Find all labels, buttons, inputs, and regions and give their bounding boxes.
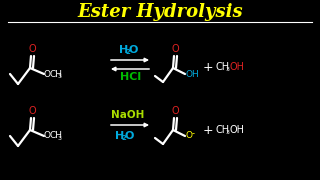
Text: Ester Hydrolysis: Ester Hydrolysis [77,3,243,21]
Text: +: + [203,123,213,136]
Text: H: H [119,45,128,55]
Text: O: O [171,106,179,116]
Text: H: H [115,131,124,141]
Text: O: O [28,44,36,54]
Text: -: - [192,129,195,138]
Text: HCl: HCl [120,72,141,82]
Text: OH: OH [186,69,200,78]
Text: CH: CH [215,125,229,135]
Text: O: O [44,132,51,141]
Text: +: + [203,60,213,73]
Text: 3: 3 [226,129,230,134]
Text: O: O [44,69,51,78]
Text: 3: 3 [58,73,62,78]
Text: NaOH: NaOH [111,110,144,120]
Text: OH: OH [229,62,244,72]
Text: 3: 3 [226,66,230,71]
Text: O: O [186,132,193,141]
Text: 2: 2 [125,48,130,55]
Text: O: O [129,45,138,55]
Text: CH: CH [215,62,229,72]
Text: CH: CH [49,132,62,141]
Text: OH: OH [229,125,244,135]
Text: CH: CH [49,69,62,78]
Text: O: O [28,106,36,116]
Text: 3: 3 [58,136,62,141]
Text: O: O [124,131,134,141]
Text: 2: 2 [122,134,126,141]
Text: O: O [171,44,179,54]
